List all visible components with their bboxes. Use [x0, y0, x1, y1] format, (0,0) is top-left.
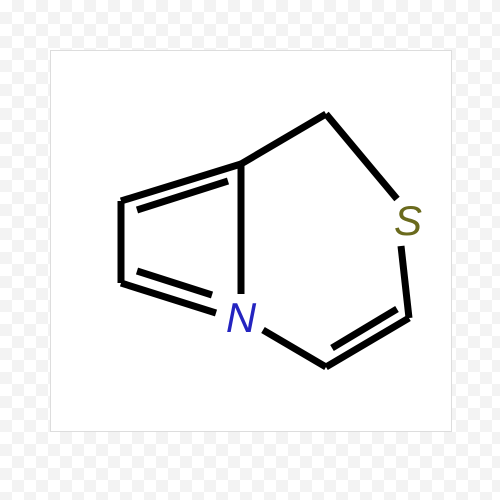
atom-label-nitrogen: N [226, 294, 256, 342]
bond [401, 246, 409, 318]
bond-layer [51, 51, 451, 431]
bond [241, 114, 326, 164]
bond [263, 330, 326, 367]
bond [326, 114, 397, 199]
atom-label-sulfur: S [394, 197, 422, 245]
molecule-canvas: N S [50, 50, 452, 432]
bond [121, 283, 216, 313]
